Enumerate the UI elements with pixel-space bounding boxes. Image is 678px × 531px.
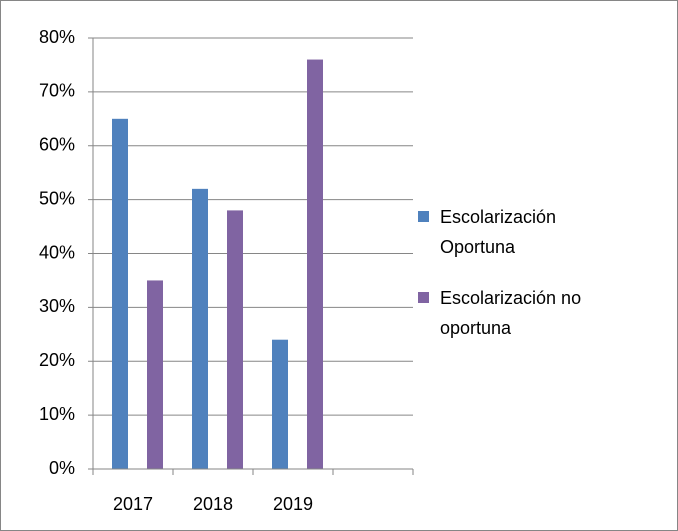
y-tick-label: 50% [39,188,75,208]
y-tick-label: 60% [39,135,75,155]
y-tick-label: 70% [39,81,75,101]
legend-swatch [418,211,429,222]
x-tick-label: 2017 [113,494,153,514]
y-tick-label: 40% [39,242,75,262]
y-tick-label: 10% [39,404,75,424]
x-tick-label: 2019 [273,494,313,514]
y-tick-label: 30% [39,296,75,316]
x-tick-label: 2018 [193,494,233,514]
bar [272,339,288,469]
bar [147,280,163,469]
bar [112,118,128,469]
legend-label: Escolarización Oportuna [440,207,557,257]
bar [307,59,323,470]
legend-swatch [418,292,429,303]
legend-label: Escolarización no oportuna [440,288,582,338]
y-tick-label: 80% [39,27,75,47]
y-tick-label: 0% [49,458,75,478]
legend-item: Escolarización no oportuna [418,283,620,343]
bar [227,210,243,469]
y-tick-label: 20% [39,350,75,370]
bar [192,188,208,469]
legend-item: Escolarización Oportuna [418,202,620,262]
